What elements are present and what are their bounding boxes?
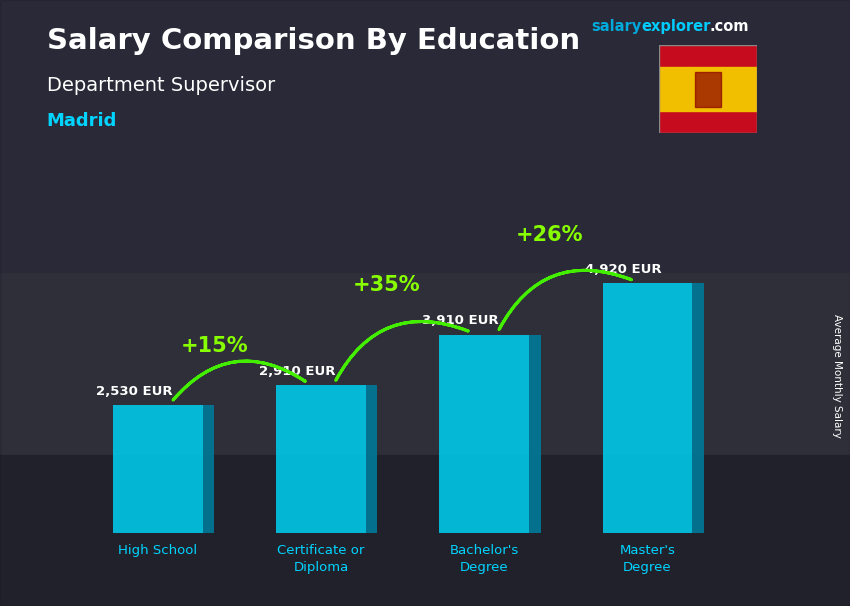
FancyArrowPatch shape xyxy=(173,361,305,400)
Text: +35%: +35% xyxy=(353,275,420,295)
Bar xyxy=(694,72,721,107)
Bar xyxy=(0,454,850,606)
Bar xyxy=(439,335,530,533)
Text: .com: .com xyxy=(710,19,749,35)
Text: 2,530 EUR: 2,530 EUR xyxy=(96,385,173,398)
Text: 3,910 EUR: 3,910 EUR xyxy=(422,315,499,327)
Text: Madrid: Madrid xyxy=(47,112,117,130)
Text: Department Supervisor: Department Supervisor xyxy=(47,76,275,95)
Polygon shape xyxy=(202,405,214,533)
Polygon shape xyxy=(366,385,377,533)
Bar xyxy=(276,385,366,533)
Text: salary: salary xyxy=(591,19,641,35)
Polygon shape xyxy=(693,283,704,533)
FancyArrowPatch shape xyxy=(336,321,468,381)
Bar xyxy=(113,405,202,533)
Text: +26%: +26% xyxy=(516,225,583,245)
Text: 2,910 EUR: 2,910 EUR xyxy=(259,365,336,378)
Text: explorer: explorer xyxy=(642,19,711,35)
FancyArrowPatch shape xyxy=(499,270,632,330)
Text: 4,920 EUR: 4,920 EUR xyxy=(586,263,662,276)
Bar xyxy=(0,0,850,273)
Bar xyxy=(659,67,756,112)
Text: Average Monthly Salary: Average Monthly Salary xyxy=(832,314,842,438)
Bar xyxy=(603,283,693,533)
Text: Salary Comparison By Education: Salary Comparison By Education xyxy=(47,27,580,55)
Bar xyxy=(0,273,850,454)
Polygon shape xyxy=(530,335,541,533)
Text: +15%: +15% xyxy=(181,336,249,356)
